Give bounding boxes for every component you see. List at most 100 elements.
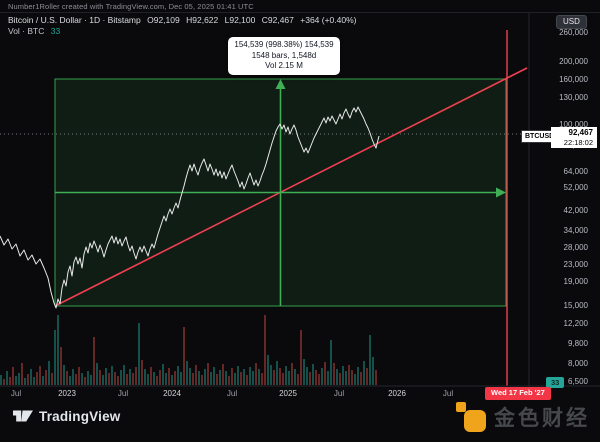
- volume-bar: [255, 363, 257, 385]
- ticker-tag: BTCUSD: [521, 130, 559, 143]
- volume-bar: [282, 373, 284, 385]
- volume-bar: [24, 378, 26, 385]
- volume-bar: [363, 361, 365, 385]
- volume-bar: [21, 363, 23, 385]
- volume-bar: [234, 373, 236, 385]
- volume-bar: [366, 368, 368, 385]
- volume-bar: [351, 370, 353, 385]
- measure-tooltip: 154,539 (998.38%) 154,539 1548 bars, 1,5…: [228, 37, 340, 75]
- volume-bar: [48, 361, 50, 385]
- volume-bar: [78, 367, 80, 385]
- volume-bar: [342, 366, 344, 385]
- price-tick-label: 6,500: [567, 377, 588, 386]
- volume-bar: [3, 379, 5, 385]
- volume-bar: [264, 315, 266, 385]
- time-tick-label: 2023: [58, 389, 76, 398]
- volume-bar: [231, 368, 233, 385]
- volume-bar: [183, 327, 185, 385]
- price-tick-label: 12,200: [563, 319, 588, 328]
- price-tick-label: 200,000: [559, 57, 588, 66]
- price-tick-label: 52,000: [563, 183, 588, 192]
- last-price-label: 92,467 22:18:02: [551, 127, 597, 148]
- close-value: C92,467: [261, 15, 294, 25]
- volume-bar: [36, 372, 38, 385]
- tradingview-wordmark: TradingView: [39, 408, 121, 424]
- volume-bar: [252, 371, 254, 385]
- volume-bar: [66, 371, 68, 385]
- volume-bar: [156, 376, 158, 385]
- volume-bar: [195, 365, 197, 385]
- measure-bars-days: 1548 bars, 1,548d: [251, 50, 317, 60]
- volume-bar: [54, 330, 56, 385]
- volume-bar: [213, 367, 215, 385]
- volume-bar: [249, 367, 251, 385]
- volume-bar: [240, 372, 242, 385]
- volume-bar: [27, 374, 29, 385]
- up-arrow-icon: [275, 79, 286, 89]
- volume-bar: [30, 369, 32, 385]
- volume-bar: [318, 374, 320, 385]
- volume-bar: [243, 369, 245, 385]
- volume-bar: [159, 370, 161, 385]
- countdown-timer: 22:18:02: [563, 137, 593, 147]
- volume-indicator-label[interactable]: Vol · BTC: [8, 26, 45, 36]
- chart-legend: Bitcoin / U.S. Dollar · 1D · Bitstamp O9…: [8, 15, 356, 37]
- volume-bar: [216, 374, 218, 385]
- volume-bar: [339, 373, 341, 385]
- volume-bar: [258, 369, 260, 385]
- volume-bar: [51, 373, 53, 385]
- right-arrow-icon: [496, 187, 506, 198]
- price-tick-label: 15,000: [563, 301, 588, 310]
- price-tick-label: 160,000: [559, 75, 588, 84]
- volume-bar: [210, 372, 212, 385]
- volume-bar: [246, 375, 248, 385]
- volume-bar: [150, 367, 152, 385]
- divider: [0, 12, 600, 13]
- volume-bar: [225, 371, 227, 385]
- price-tick-label: 64,000: [563, 167, 588, 176]
- tradingview-logo[interactable]: TradingView: [13, 406, 120, 426]
- volume-bar: [207, 363, 209, 385]
- volume-bar: [219, 370, 221, 385]
- volume-bar: [153, 372, 155, 385]
- volume-bar: [288, 371, 290, 385]
- trend-line: [54, 67, 528, 307]
- volume-bar: [261, 373, 263, 385]
- volume-bar: [279, 368, 281, 385]
- measure-price-change: 154,539 (998.38%) 154,539: [234, 40, 334, 49]
- volume-bar: [111, 366, 113, 385]
- volume-bar: [204, 369, 206, 385]
- price-tick-label: 42,000: [563, 206, 588, 215]
- jinse-logo-icon: [456, 402, 486, 432]
- volume-bar: [42, 376, 44, 385]
- volume-axis-badge: 33: [546, 377, 565, 388]
- volume-bar: [57, 315, 59, 385]
- volume-bar: [369, 335, 371, 385]
- volume-bar: [33, 377, 35, 385]
- volume-bar: [198, 371, 200, 385]
- price-tick-label: 34,000: [563, 226, 588, 235]
- volume-bar: [102, 375, 104, 385]
- volume-bar: [15, 376, 17, 385]
- volume-bar: [276, 361, 278, 385]
- price-tick-label: 9,800: [567, 339, 588, 348]
- volume-bar: [126, 374, 128, 385]
- volume-bar: [273, 370, 275, 385]
- volume-bar: [99, 370, 101, 385]
- volume-bar: [186, 361, 188, 385]
- volume-bar: [306, 367, 308, 385]
- price-series-line: [0, 106, 380, 309]
- time-tick-label: 2025: [279, 389, 297, 398]
- volume-bar: [180, 372, 182, 385]
- symbol-title[interactable]: Bitcoin / U.S. Dollar · 1D · Bitstamp: [8, 15, 141, 25]
- volume-bar: [135, 367, 137, 385]
- currency-toggle-button[interactable]: USD: [556, 15, 587, 29]
- volume-bar: [117, 376, 119, 385]
- time-tick-label: Jul: [10, 389, 22, 398]
- volume-bar: [345, 371, 347, 385]
- measure-volume: Vol 2.15 M: [265, 61, 303, 70]
- time-tick-label: Jul: [333, 389, 345, 398]
- volume-bar: [84, 377, 86, 385]
